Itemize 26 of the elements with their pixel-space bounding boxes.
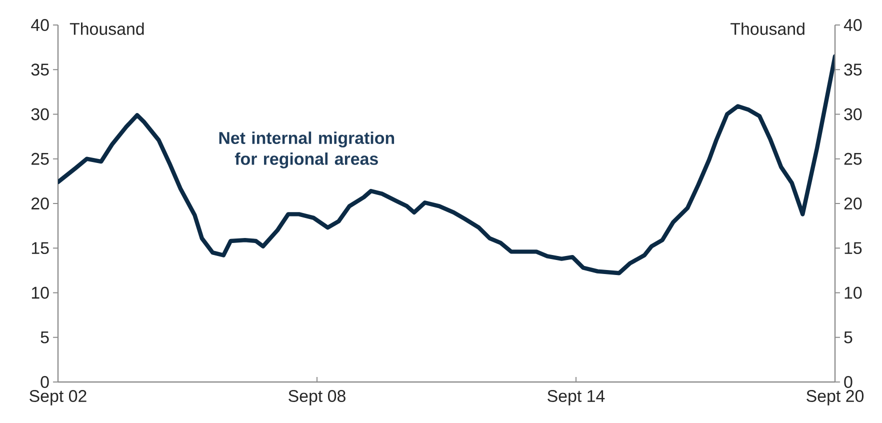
y2-tick-label: 35 (844, 64, 862, 76)
y-tick-label: 10 (32, 286, 49, 299)
x-tick-label: Sept 02 (30, 390, 86, 406)
y-tick-label: 0 (40, 376, 49, 388)
y2-tick-label: 0 (844, 376, 852, 388)
annotation: Net internal migration for regional areas (219, 132, 394, 168)
x-tick-label: Sept 08 (288, 390, 346, 406)
y2-tick-label: 5 (844, 331, 852, 344)
y2-tick-label: 40 (844, 19, 862, 31)
y-tick-label: 25 (32, 152, 49, 165)
y-tick-label: 15 (32, 242, 49, 254)
y-tick-label: 35 (31, 64, 49, 76)
y2-tick-label: 30 (844, 108, 862, 120)
x-tick-label: Sept 20 (806, 390, 864, 406)
y2-tick-label: 15 (844, 242, 862, 254)
y-axis-title: Thousand (70, 22, 144, 35)
y2-tick-label: 25 (844, 152, 862, 165)
y-tick-label: 40 (31, 19, 49, 31)
y-tick-label: 30 (31, 108, 49, 120)
y2-axis-title: Thousand (730, 22, 804, 35)
x-tick-label: Sept 14 (548, 390, 605, 406)
y-tick-label: 20 (32, 198, 49, 210)
y2-tick-label: 20 (844, 198, 862, 210)
y2-tick-label: 10 (844, 286, 862, 299)
line-series (58, 54, 836, 276)
y-tick-label: 5 (40, 331, 49, 344)
